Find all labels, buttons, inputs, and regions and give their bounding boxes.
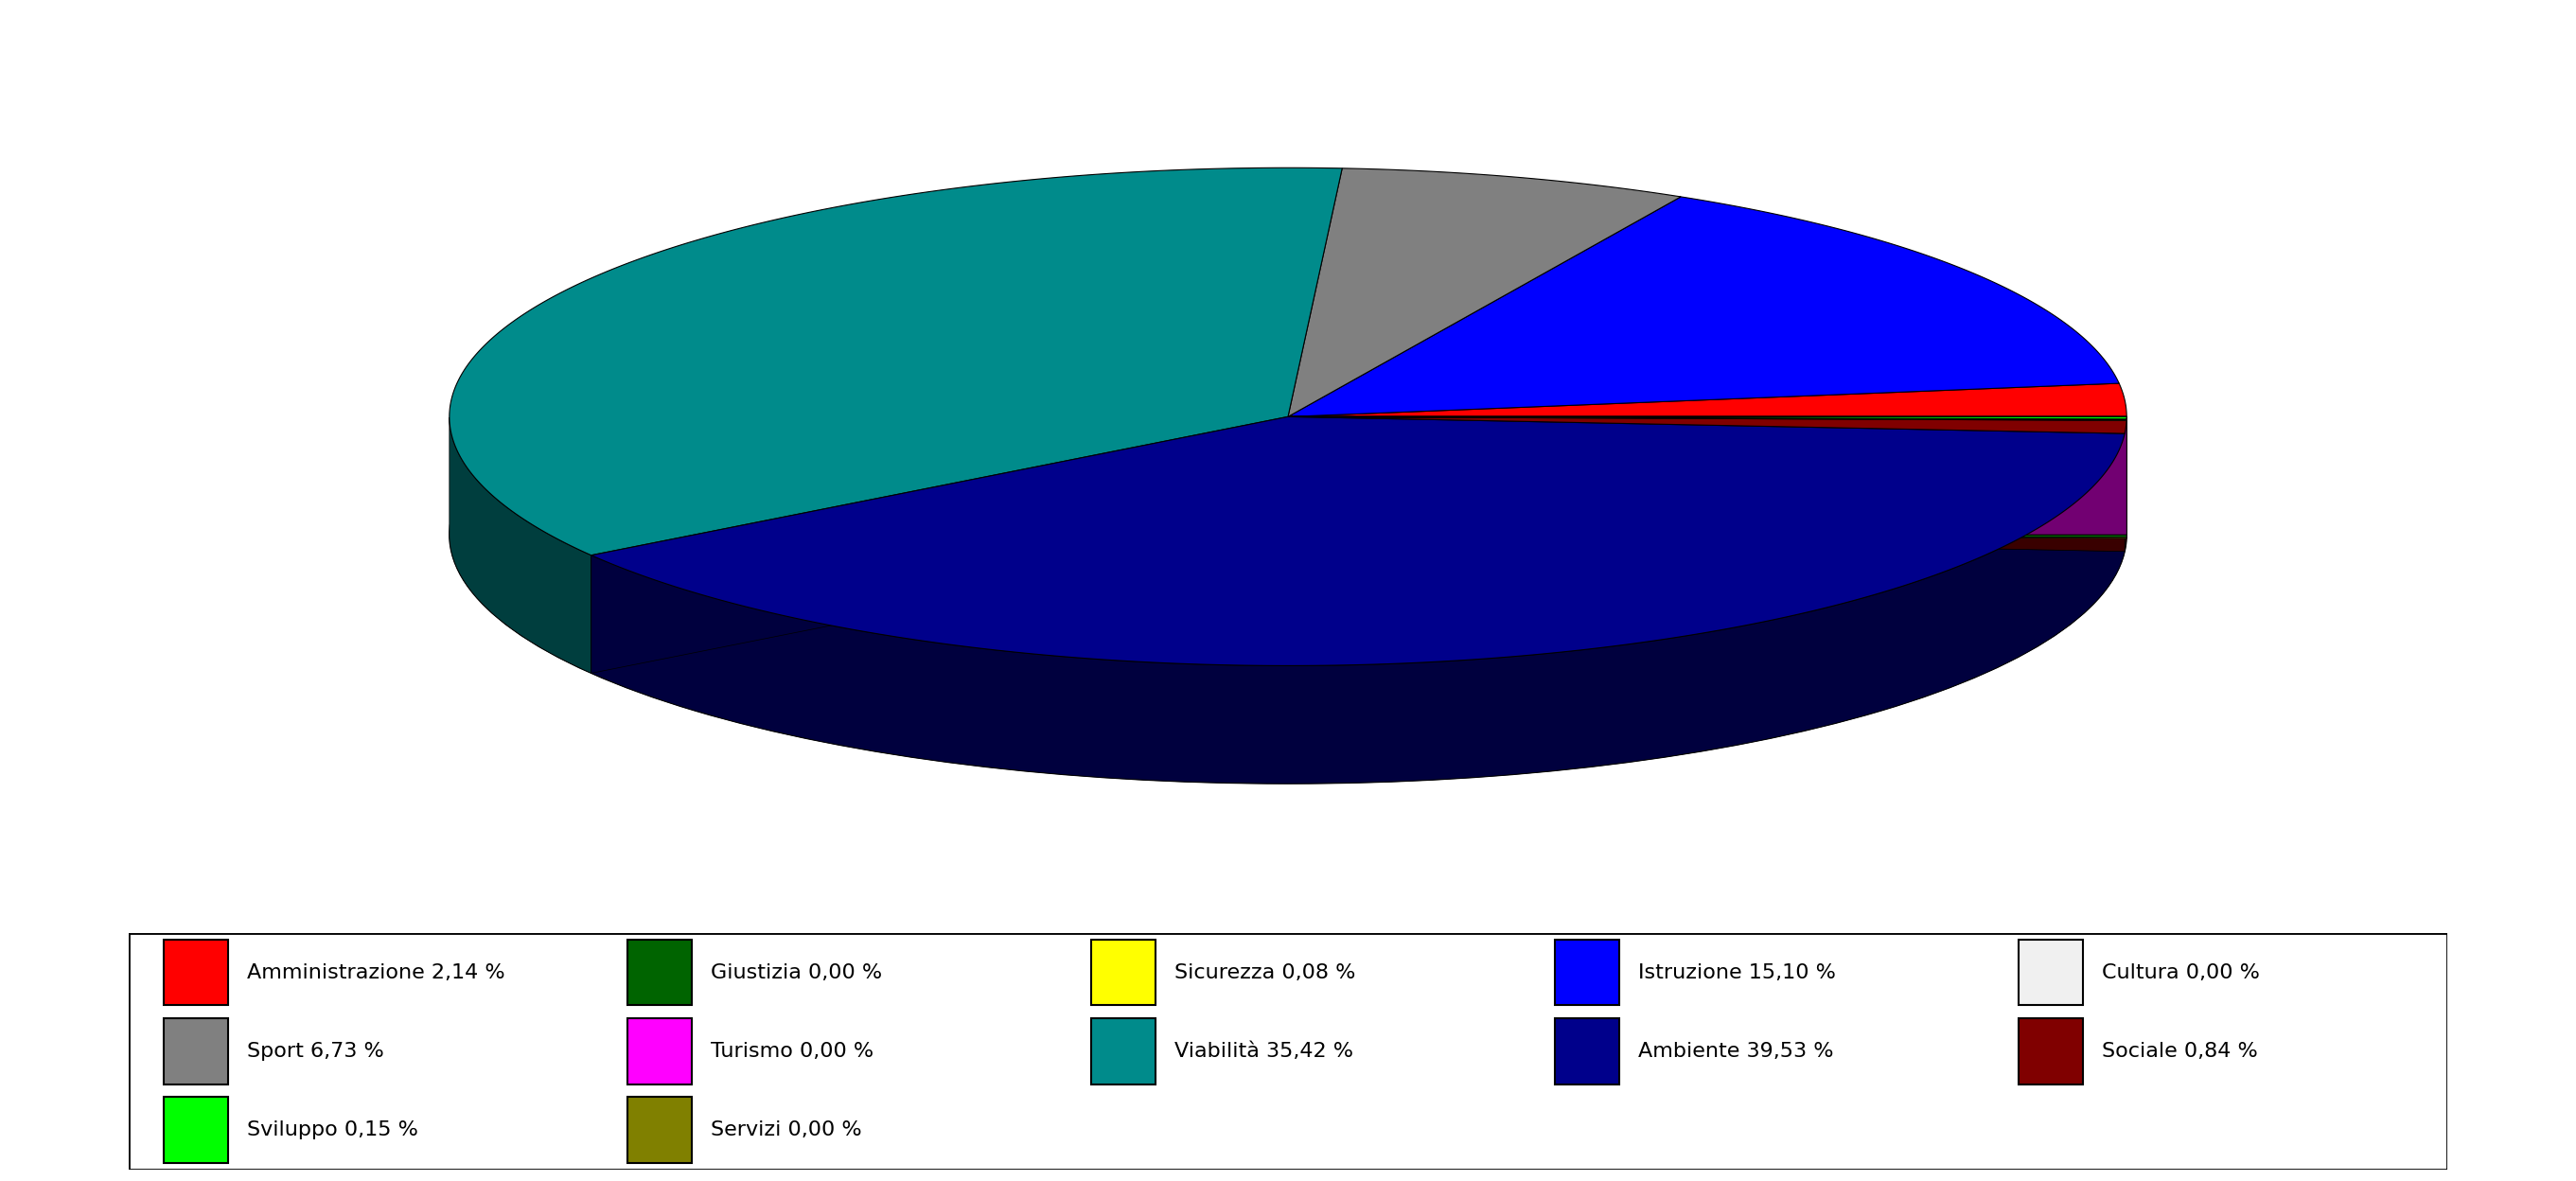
Polygon shape	[1288, 197, 2120, 417]
Polygon shape	[1288, 417, 2128, 537]
Polygon shape	[1288, 417, 2128, 537]
Bar	[1556, 1018, 1620, 1084]
Bar	[1092, 939, 1157, 1005]
Bar	[162, 939, 229, 1005]
Polygon shape	[448, 168, 1342, 555]
Polygon shape	[1288, 417, 2128, 537]
Polygon shape	[1288, 384, 2128, 417]
Bar	[629, 1018, 693, 1084]
Bar	[162, 1018, 229, 1084]
Polygon shape	[1288, 417, 2128, 537]
FancyBboxPatch shape	[129, 933, 2447, 1169]
Text: Cultura 0,00 %: Cultura 0,00 %	[2102, 963, 2259, 981]
Text: Turismo 0,00 %: Turismo 0,00 %	[711, 1042, 873, 1061]
Text: Sociale 0,84 %: Sociale 0,84 %	[2102, 1042, 2257, 1061]
Polygon shape	[592, 417, 1288, 673]
Polygon shape	[1288, 417, 2125, 552]
Text: Sicurezza 0,08 %: Sicurezza 0,08 %	[1175, 963, 1355, 981]
Ellipse shape	[448, 286, 2128, 784]
Polygon shape	[1288, 417, 2128, 539]
Bar	[629, 1097, 693, 1163]
Polygon shape	[1288, 417, 2128, 535]
Polygon shape	[1288, 417, 2128, 537]
Text: Sviluppo 0,15 %: Sviluppo 0,15 %	[247, 1121, 417, 1140]
Polygon shape	[448, 417, 592, 673]
Text: Sport 6,73 %: Sport 6,73 %	[247, 1042, 384, 1061]
Polygon shape	[592, 417, 2125, 666]
Bar	[162, 1097, 229, 1163]
Text: Istruzione 15,10 %: Istruzione 15,10 %	[1638, 963, 1837, 981]
Bar	[2020, 1018, 2084, 1084]
Polygon shape	[1288, 417, 2125, 552]
Bar	[1092, 1018, 1157, 1084]
Bar	[629, 939, 693, 1005]
Text: Giustizia 0,00 %: Giustizia 0,00 %	[711, 963, 881, 981]
Polygon shape	[592, 417, 1288, 673]
Polygon shape	[1288, 417, 2128, 433]
Polygon shape	[1288, 417, 2128, 539]
Polygon shape	[1288, 417, 2128, 535]
Text: Ambiente 39,53 %: Ambiente 39,53 %	[1638, 1042, 1834, 1061]
Polygon shape	[1288, 168, 1682, 417]
Polygon shape	[1288, 417, 2128, 535]
Polygon shape	[1288, 417, 2128, 420]
Polygon shape	[1288, 417, 2128, 535]
Bar	[2020, 939, 2084, 1005]
Bar	[1556, 939, 1620, 1005]
Text: Amministrazione 2,14 %: Amministrazione 2,14 %	[247, 963, 505, 981]
Text: Servizi 0,00 %: Servizi 0,00 %	[711, 1121, 863, 1140]
Text: Viabilità 35,42 %: Viabilità 35,42 %	[1175, 1042, 1352, 1061]
Polygon shape	[1288, 417, 2128, 537]
Polygon shape	[1288, 417, 2128, 419]
Polygon shape	[1288, 417, 2128, 419]
Polygon shape	[592, 433, 2125, 784]
Polygon shape	[1288, 417, 2128, 419]
